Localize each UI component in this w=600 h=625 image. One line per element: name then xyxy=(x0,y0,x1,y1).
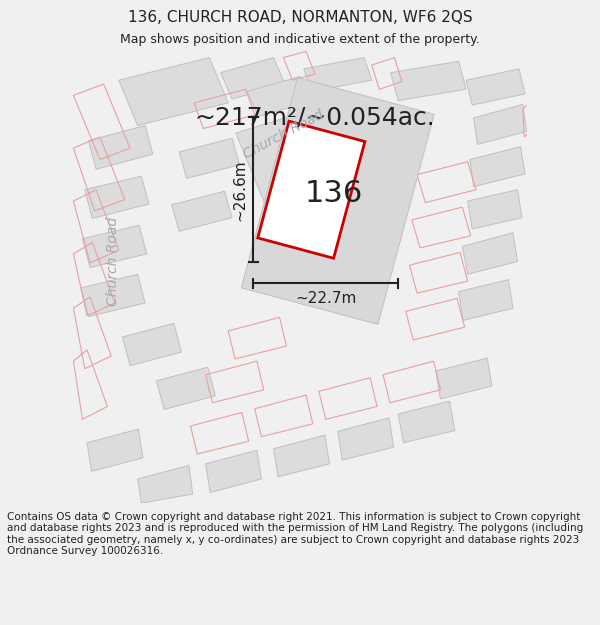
Text: 136: 136 xyxy=(305,179,363,208)
Polygon shape xyxy=(119,58,228,126)
Polygon shape xyxy=(122,323,181,366)
Polygon shape xyxy=(172,191,232,231)
Text: ~26.6m: ~26.6m xyxy=(232,159,247,221)
Polygon shape xyxy=(82,225,146,268)
Polygon shape xyxy=(467,190,522,229)
Polygon shape xyxy=(236,99,398,261)
Polygon shape xyxy=(85,176,149,218)
Polygon shape xyxy=(87,429,143,471)
Text: Church Road: Church Road xyxy=(241,107,326,162)
Text: Contains OS data © Crown copyright and database right 2021. This information is : Contains OS data © Crown copyright and d… xyxy=(7,512,583,556)
Text: ~217m²/~0.054ac.: ~217m²/~0.054ac. xyxy=(195,106,436,130)
Polygon shape xyxy=(274,435,329,477)
Polygon shape xyxy=(391,61,466,101)
Polygon shape xyxy=(258,121,365,258)
Polygon shape xyxy=(470,147,525,187)
Polygon shape xyxy=(466,69,525,105)
Polygon shape xyxy=(179,138,239,178)
Polygon shape xyxy=(221,58,285,99)
Polygon shape xyxy=(157,367,215,409)
Polygon shape xyxy=(89,126,153,169)
Polygon shape xyxy=(463,232,518,274)
Polygon shape xyxy=(247,76,311,116)
Polygon shape xyxy=(206,450,262,493)
Polygon shape xyxy=(436,358,492,399)
Text: 136, CHURCH ROAD, NORMANTON, WF6 2QS: 136, CHURCH ROAD, NORMANTON, WF6 2QS xyxy=(128,9,472,24)
Polygon shape xyxy=(304,58,372,91)
Polygon shape xyxy=(241,78,434,324)
Polygon shape xyxy=(338,418,394,460)
Polygon shape xyxy=(81,274,145,317)
Polygon shape xyxy=(473,104,527,144)
Polygon shape xyxy=(137,466,193,503)
Text: Church Road: Church Road xyxy=(106,217,120,306)
Text: Map shows position and indicative extent of the property.: Map shows position and indicative extent… xyxy=(120,33,480,46)
Polygon shape xyxy=(398,401,455,442)
Polygon shape xyxy=(458,279,513,321)
Text: ~22.7m: ~22.7m xyxy=(295,291,356,306)
